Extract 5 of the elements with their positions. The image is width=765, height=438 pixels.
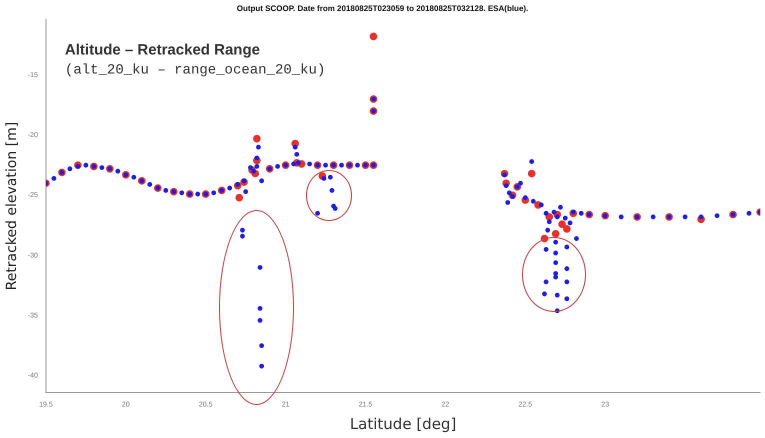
y-axis-title: Retracked elevation [m] <box>4 122 20 290</box>
chart-title: Output SCOOP. Date from 20180825T023059 to 20180825T032128. ESA(blue). <box>236 4 528 14</box>
x-axis-title: Latitude [deg] <box>350 414 456 433</box>
annotation: (alt_20_ku – range_ocean_20_ku) <box>64 62 326 79</box>
annotation: Altitude – Retracked Range <box>64 42 260 59</box>
